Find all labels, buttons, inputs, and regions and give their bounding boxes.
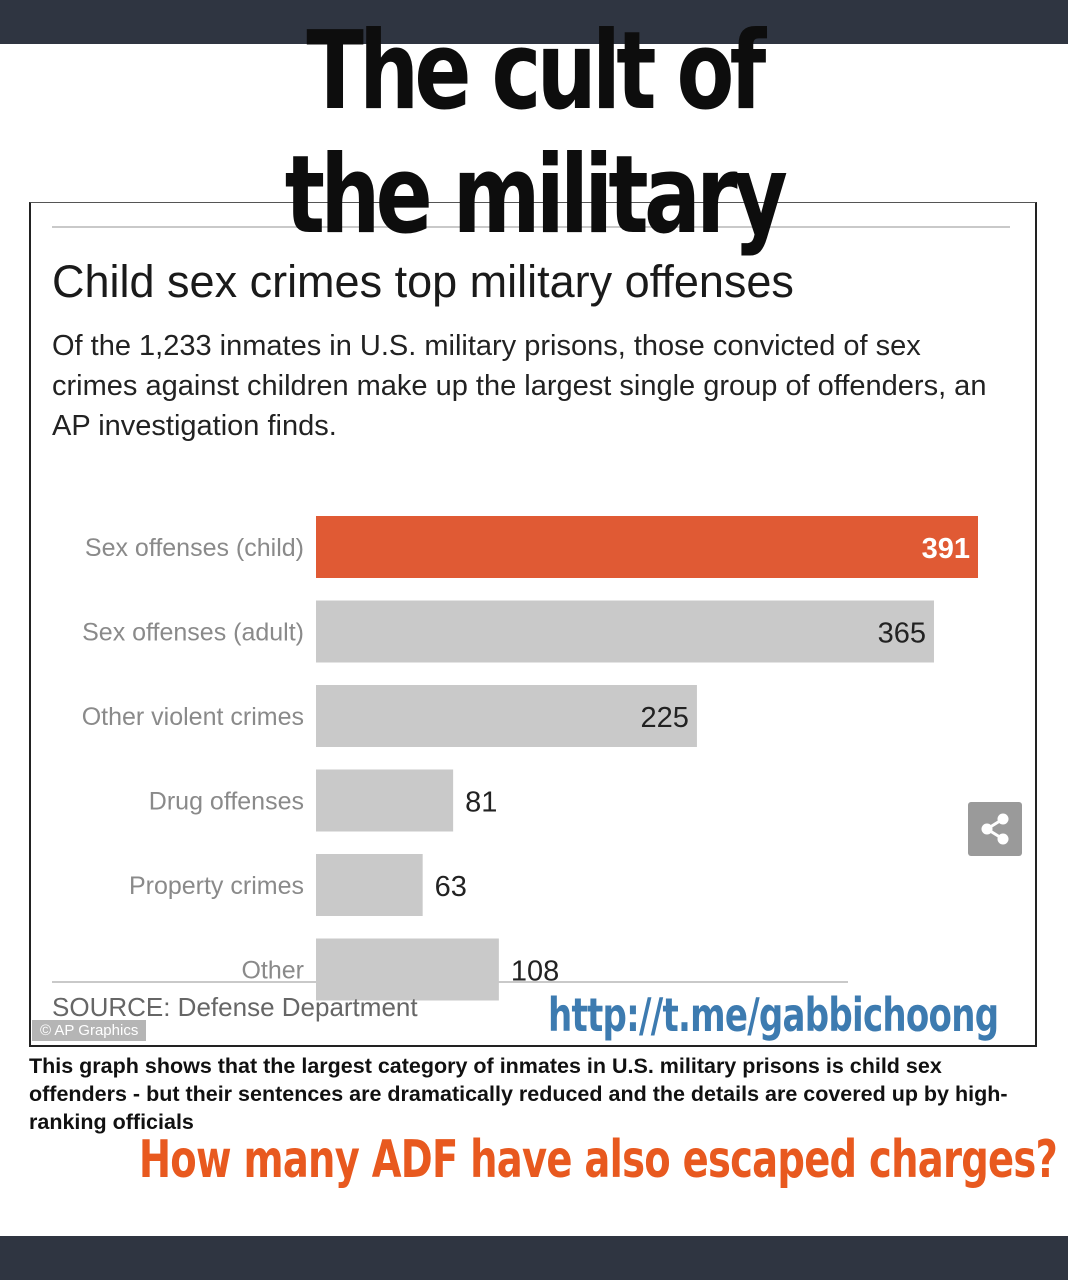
telegram-link[interactable]: http://t.me/gabbichoong — [548, 988, 999, 1042]
bar — [316, 685, 697, 747]
chart-frame — [29, 202, 1037, 1047]
category-label: Sex offenses (child) — [85, 534, 304, 562]
bar — [316, 938, 499, 1001]
bar — [316, 769, 454, 832]
bar — [316, 516, 978, 578]
bottom-banner: How many ADF have also escaped charges? — [138, 1130, 1058, 1190]
category-label: Drug offenses — [149, 788, 304, 816]
category-label: Other — [241, 957, 304, 985]
value-label: 81 — [465, 787, 497, 819]
value-label: 391 — [922, 533, 970, 565]
category-label: Property crimes — [129, 872, 304, 900]
meme-title-line1: The cult of — [306, 9, 766, 134]
category-label: Other violent crimes — [82, 703, 304, 731]
value-label: 225 — [641, 702, 689, 734]
value-label: 365 — [878, 618, 926, 650]
chart-source: SOURCE: Defense Department — [52, 992, 418, 1022]
chart-credit: © AP Graphics — [32, 1020, 147, 1041]
share-button[interactable] — [968, 802, 1022, 856]
bar — [316, 600, 934, 663]
chart-title: Child sex crimes top military offenses — [52, 256, 794, 307]
chart-bottom-rule — [52, 981, 848, 983]
meme-title-line2: the military — [284, 133, 788, 258]
category-label: Sex offenses (adult) — [82, 619, 304, 647]
value-label: 63 — [435, 871, 467, 903]
bar — [316, 854, 423, 916]
share-icon — [981, 813, 1009, 845]
chart-subtitle: Of the 1,233 inmates in U.S. military pr… — [52, 330, 987, 442]
image-caption: This graph shows that the largest catego… — [29, 1054, 1008, 1134]
chart-top-rule — [52, 226, 1010, 228]
